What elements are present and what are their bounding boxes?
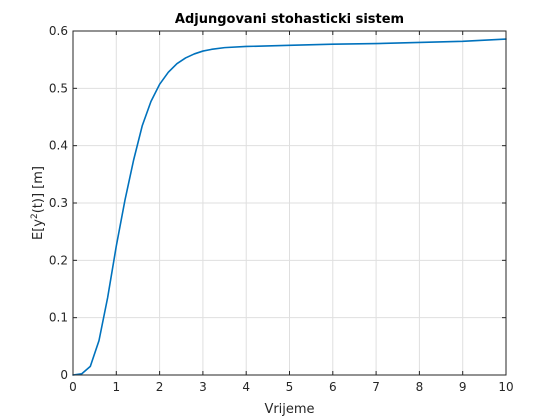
y-tick-label: 0 xyxy=(60,368,68,382)
x-tick-label: 0 xyxy=(69,380,77,394)
y-tick-label: 0.6 xyxy=(49,24,68,38)
x-tick-label: 4 xyxy=(242,380,250,394)
series-group xyxy=(72,38,507,376)
x-tick-label: 5 xyxy=(286,380,294,394)
x-tick-label: 3 xyxy=(199,380,207,394)
y-axis-label: E[y2(t)] [m] xyxy=(30,166,46,240)
y-tick-labels: 0 0.1 0.2 0.3 0.4 0.5 0.6 xyxy=(49,24,68,382)
y-axis-label-superscript: 2 xyxy=(30,213,40,219)
chart-title: Adjungovani stohasticki sistem xyxy=(175,12,404,27)
x-tick-label: 6 xyxy=(329,380,337,394)
y-tick-label: 0.2 xyxy=(49,253,68,267)
y-axis-label-suffix: (t)] [m] xyxy=(31,166,46,213)
tick-marks xyxy=(72,30,507,376)
x-tick-labels: 0 1 2 3 4 5 6 7 8 9 10 xyxy=(69,380,513,394)
x-tick-label: 7 xyxy=(372,380,380,394)
x-tick-label: 9 xyxy=(459,380,467,394)
x-tick-label: 1 xyxy=(112,380,120,394)
x-axis-label: Vrijeme xyxy=(264,402,314,417)
x-tick-label: 10 xyxy=(498,380,513,394)
y-tick-label: 0.4 xyxy=(49,139,68,153)
y-axis-label-prefix: E[y xyxy=(31,219,46,240)
x-tick-label: 8 xyxy=(416,380,424,394)
y-tick-label: 0.5 xyxy=(49,81,68,95)
y-tick-label: 0.1 xyxy=(49,311,68,325)
y-tick-label: 0.3 xyxy=(49,196,68,210)
series-line-1 xyxy=(72,38,507,376)
x-tick-label: 2 xyxy=(156,380,164,394)
